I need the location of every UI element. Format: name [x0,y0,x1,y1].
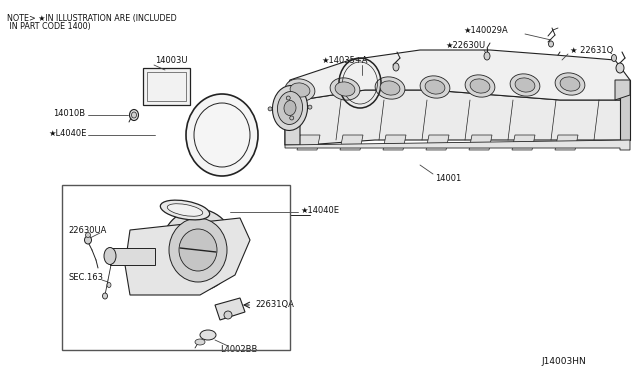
Ellipse shape [286,96,291,100]
Ellipse shape [194,103,250,167]
Polygon shape [285,140,630,150]
Polygon shape [426,135,449,150]
Polygon shape [285,90,300,145]
Ellipse shape [393,63,399,71]
Ellipse shape [161,200,210,220]
Polygon shape [215,298,245,320]
Ellipse shape [195,339,205,345]
Text: 14010B: 14010B [53,109,85,118]
Polygon shape [340,135,363,150]
Ellipse shape [560,77,580,91]
Text: 22631QA: 22631QA [255,301,294,310]
Polygon shape [143,68,190,105]
Ellipse shape [420,76,450,98]
Text: ★140029A: ★140029A [463,26,508,35]
Text: ★L4040E: ★L4040E [49,128,87,138]
Text: L4002BB: L4002BB [220,346,257,355]
Polygon shape [469,135,492,150]
Text: J14003HN: J14003HN [541,357,586,366]
Text: IN PART CODE 1400): IN PART CODE 1400) [7,22,91,31]
Ellipse shape [290,83,310,97]
Ellipse shape [84,236,92,244]
Ellipse shape [470,79,490,93]
Ellipse shape [86,232,90,237]
Text: ★22630U: ★22630U [445,41,485,49]
Polygon shape [285,80,630,145]
Polygon shape [147,72,186,101]
Ellipse shape [425,80,445,94]
Ellipse shape [179,229,217,271]
Text: NOTE> ★IN ILLUSTRATION ARE (INCLUDED: NOTE> ★IN ILLUSTRATION ARE (INCLUDED [7,14,177,23]
Ellipse shape [548,41,554,47]
Ellipse shape [375,77,405,99]
Ellipse shape [107,282,111,288]
Ellipse shape [169,218,227,282]
Ellipse shape [167,204,203,216]
Ellipse shape [330,78,360,100]
Text: ★14040E: ★14040E [300,205,339,215]
Ellipse shape [335,82,355,96]
Ellipse shape [285,79,315,101]
Ellipse shape [465,75,495,97]
Ellipse shape [102,293,108,299]
Polygon shape [615,80,630,100]
Ellipse shape [129,109,138,121]
Text: SEC.163: SEC.163 [68,273,103,282]
Ellipse shape [515,78,535,92]
Ellipse shape [510,74,540,96]
Ellipse shape [200,330,216,340]
Ellipse shape [290,116,294,120]
Ellipse shape [484,52,490,60]
Polygon shape [512,135,535,150]
Polygon shape [125,218,250,295]
Polygon shape [297,135,320,150]
Polygon shape [555,135,578,150]
Polygon shape [620,80,630,140]
Ellipse shape [131,112,136,118]
Polygon shape [285,50,630,100]
Ellipse shape [308,105,312,109]
Text: ★14035+A: ★14035+A [321,55,367,64]
Ellipse shape [186,94,258,176]
Ellipse shape [555,73,585,95]
Text: ★ 22631Q: ★ 22631Q [570,45,613,55]
Ellipse shape [273,86,308,131]
Ellipse shape [224,311,232,319]
Ellipse shape [104,247,116,264]
Text: 14001: 14001 [435,173,461,183]
Text: 22630UA: 22630UA [68,225,106,234]
Ellipse shape [268,107,272,111]
Polygon shape [383,135,406,150]
Ellipse shape [616,63,624,73]
Polygon shape [110,248,155,265]
Ellipse shape [161,209,236,291]
Ellipse shape [278,92,303,125]
Ellipse shape [284,100,296,115]
Ellipse shape [380,81,400,95]
Text: 14003U: 14003U [155,55,188,64]
Ellipse shape [611,55,616,61]
Bar [62,185,290,350]
